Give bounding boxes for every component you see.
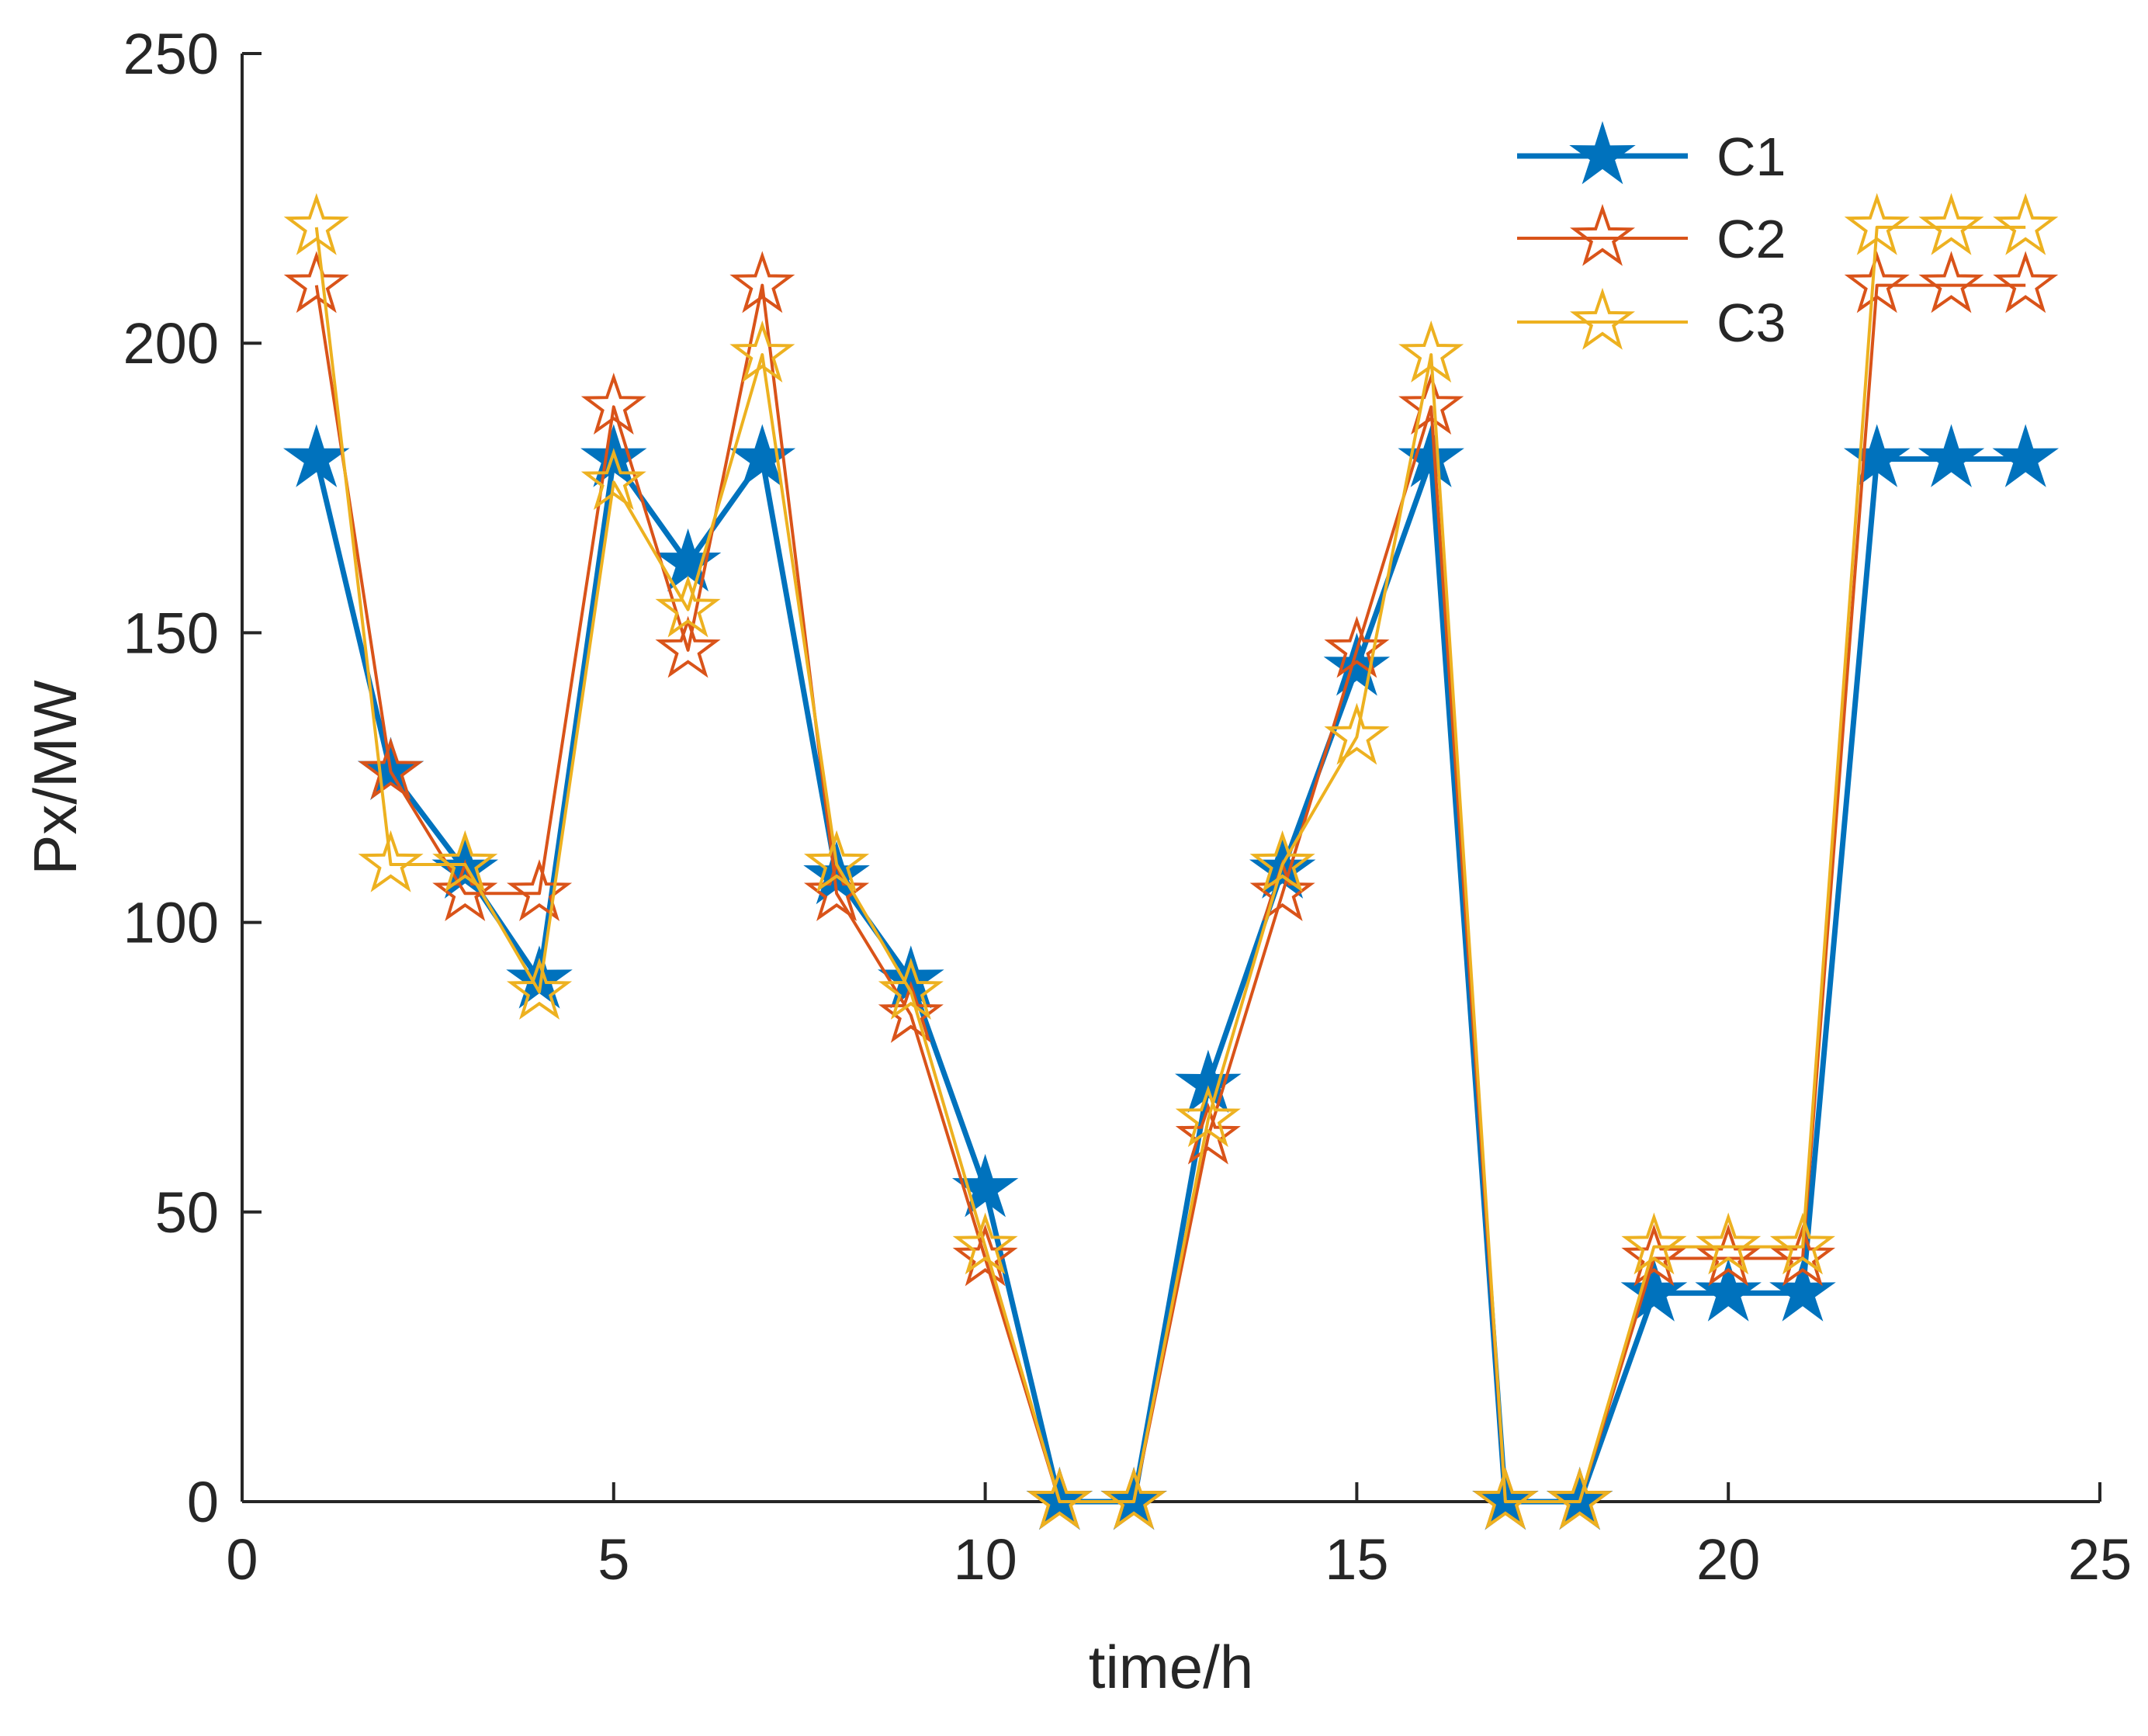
data-point-c3 <box>1175 1085 1241 1148</box>
x-tick-label: 5 <box>598 1527 629 1592</box>
data-point-c1 <box>1992 424 2060 487</box>
data-point-c3 <box>1918 192 1984 255</box>
legend-marker <box>1569 121 1636 185</box>
data-point-c1 <box>282 424 350 487</box>
data-point-c2 <box>507 859 573 922</box>
data-point-c3 <box>1398 320 1464 383</box>
data-point-c3 <box>1696 1212 1762 1275</box>
data-point-c1 <box>1323 632 1391 696</box>
y-tick-label: 200 <box>123 311 219 376</box>
legend-marker <box>1570 203 1635 266</box>
data-point-c1 <box>1918 424 1985 487</box>
data-point-c2 <box>878 980 944 1043</box>
data-point-c1 <box>654 528 722 592</box>
data-point-c1 <box>729 424 796 487</box>
data-point-c2 <box>952 1224 1018 1287</box>
data-point-c2 <box>804 859 870 922</box>
data-point-c2 <box>1769 1224 1836 1287</box>
x-tick-label: 10 <box>953 1527 1017 1592</box>
data-point-c3 <box>729 320 795 383</box>
data-point-c2 <box>1249 859 1315 922</box>
data-point-c1 <box>1769 1258 1836 1322</box>
data-point-c3 <box>1621 1212 1687 1275</box>
y-tick-label: 0 <box>187 1470 219 1534</box>
data-point-c3 <box>1472 1467 1539 1530</box>
data-point-c1 <box>1695 1258 1762 1322</box>
data-point-c3 <box>1101 1467 1167 1530</box>
data-point-c3 <box>1993 192 2059 255</box>
legend-item-c3: C3 <box>1517 287 1786 353</box>
data-point-c2 <box>580 372 646 435</box>
y-tick-label: 250 <box>123 22 219 86</box>
y-tick-label: 100 <box>123 891 219 955</box>
data-point-c3 <box>1027 1467 1093 1530</box>
data-point-c3 <box>580 448 646 511</box>
data-point-c2 <box>1621 1224 1687 1287</box>
data-point-c3 <box>358 830 424 892</box>
data-point-c2 <box>432 859 498 922</box>
legend-label: C3 <box>1717 293 1786 353</box>
x-tick-label: 0 <box>226 1527 258 1592</box>
data-point-c2 <box>729 251 795 314</box>
data-point-c3 <box>1547 1467 1613 1530</box>
data-point-c3 <box>952 1212 1018 1275</box>
series-layer <box>282 192 2060 1530</box>
series-line-c1 <box>314 456 2026 1505</box>
data-point-c2 <box>1398 372 1464 435</box>
data-point-c3 <box>1844 192 1910 255</box>
data-point-c3 <box>1324 702 1390 765</box>
data-point-c2 <box>1918 251 1984 314</box>
x-tick-label: 15 <box>1325 1527 1388 1592</box>
series-c3 <box>283 192 2059 1530</box>
data-point-c2 <box>655 615 721 678</box>
data-point-c2 <box>1324 615 1390 678</box>
data-point-c3 <box>283 192 349 255</box>
legend-item-c2: C2 <box>1517 203 1786 269</box>
data-point-c2 <box>1175 1102 1241 1165</box>
data-point-c3 <box>878 958 944 1020</box>
series-c1 <box>282 424 2060 1530</box>
x-tick-label: 25 <box>2068 1527 2132 1592</box>
series-line-c3 <box>314 225 2026 1503</box>
data-point-c3 <box>804 830 870 892</box>
legend: C1 C2 C3 <box>1517 121 1786 353</box>
data-point-c2 <box>1844 251 1910 314</box>
legend-item-c1: C1 <box>1517 121 1786 187</box>
x-tick-label: 20 <box>1696 1527 1760 1592</box>
series-line-c2 <box>314 283 2026 1503</box>
y-axis-title: Px/MW <box>21 680 89 875</box>
data-point-c1 <box>1620 1258 1688 1322</box>
data-point-c3 <box>1249 830 1315 892</box>
data-point-c1 <box>1398 424 1464 487</box>
data-point-c3 <box>655 575 721 638</box>
data-point-c3 <box>432 830 498 892</box>
legend-label: C1 <box>1717 126 1786 187</box>
data-point-c1 <box>1175 1049 1242 1114</box>
data-point-c3 <box>1769 1212 1835 1275</box>
data-point-c1 <box>1843 424 1911 487</box>
data-point-c3 <box>507 958 573 1020</box>
data-point-c2 <box>358 737 424 800</box>
x-axis-title: time/h <box>1089 1633 1253 1701</box>
data-point-c2 <box>283 251 349 314</box>
data-point-c2 <box>1696 1224 1762 1287</box>
legend-marker <box>1570 287 1635 350</box>
y-tick-label: 50 <box>155 1180 219 1245</box>
y-tick-label: 150 <box>123 601 219 665</box>
data-point-c1 <box>951 1153 1019 1218</box>
legend-label: C2 <box>1717 209 1786 269</box>
data-point-c2 <box>1993 251 2059 314</box>
